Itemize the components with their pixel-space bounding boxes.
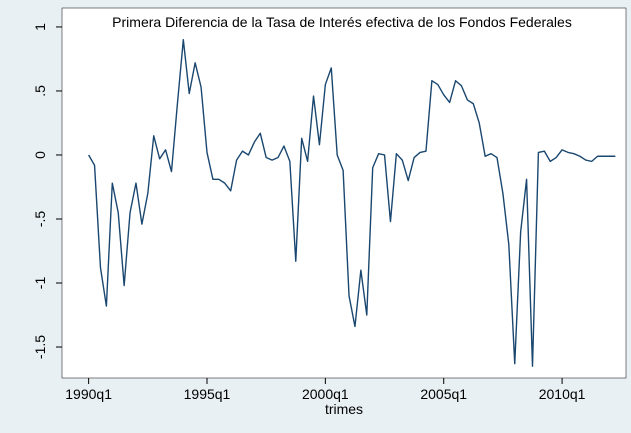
- y-tick-label: -1: [32, 277, 48, 290]
- x-tick-label: 1990q1: [65, 386, 112, 402]
- y-tick-label: -1.5: [32, 335, 48, 359]
- x-tick-label: 2005q1: [420, 386, 467, 402]
- y-tick-label: 1: [32, 23, 48, 31]
- x-tick-label: 2000q1: [302, 386, 349, 402]
- y-tick-label: -.5: [32, 211, 48, 228]
- x-tick-label: 1995q1: [184, 386, 231, 402]
- y-tick-label: .5: [32, 85, 48, 97]
- chart-title: Primera Diferencia de la Tasa de Interés…: [112, 14, 572, 30]
- x-axis-label: trimes: [325, 401, 363, 417]
- y-tick-label: 0: [32, 151, 48, 159]
- data-line: [88, 39, 616, 367]
- x-tick-label: 2010q1: [539, 386, 586, 402]
